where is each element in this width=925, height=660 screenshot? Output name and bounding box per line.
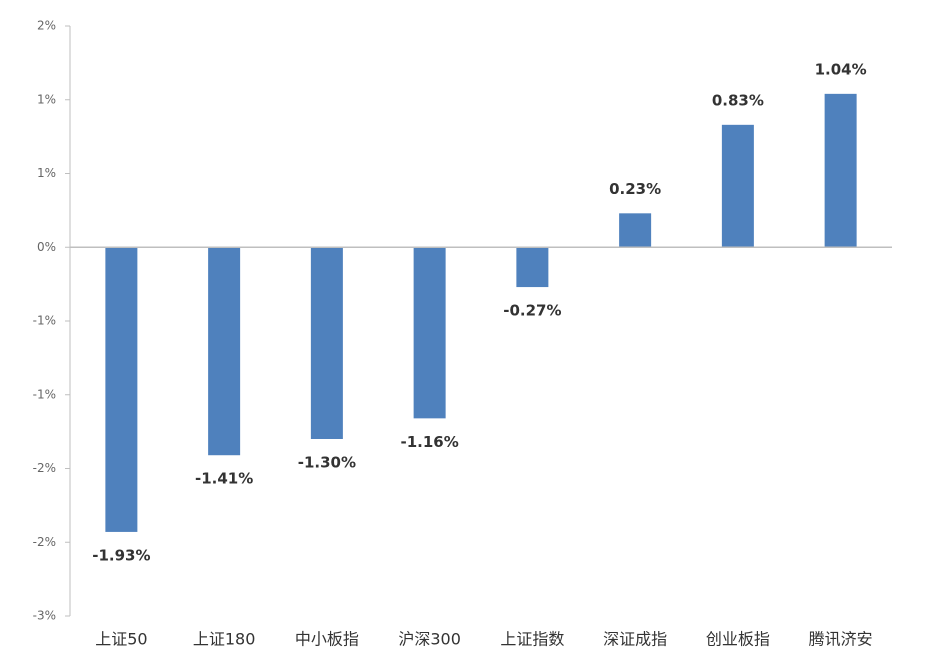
bar [824, 93, 857, 248]
y-tick-label: 2% [37, 19, 56, 33]
y-tick-label: -3% [33, 609, 56, 623]
x-tick-label: 创业板指 [706, 630, 770, 649]
bar [721, 124, 754, 248]
value-label: -1.93% [92, 546, 150, 564]
y-tick-label: 0% [37, 240, 56, 254]
value-label: -0.27% [503, 302, 561, 320]
y-tick-label: -1% [33, 387, 56, 401]
x-tick-label: 沪深300 [398, 630, 461, 649]
bar [208, 247, 241, 456]
x-tick-label: 上证180 [193, 630, 256, 649]
x-tick-label: 中小板指 [295, 630, 359, 649]
bar [310, 247, 343, 439]
bar [105, 247, 138, 532]
x-tick-label: 上证50 [95, 630, 147, 649]
y-tick-label: -2% [33, 535, 56, 549]
y-tick-label: -2% [33, 461, 56, 475]
value-label: 0.83% [712, 91, 764, 109]
value-label: -1.41% [195, 470, 253, 488]
x-tick-label: 腾讯济安 [809, 630, 873, 649]
value-label: -1.16% [400, 433, 458, 451]
bar [413, 247, 446, 419]
x-tick-label: 深证成指 [603, 630, 667, 649]
y-tick-label: 1% [37, 166, 56, 180]
value-label: -1.30% [298, 454, 356, 472]
y-tick-label: 1% [37, 92, 56, 106]
value-label: 0.23% [609, 180, 661, 198]
bar [516, 247, 549, 288]
x-tick-label: 上证指数 [500, 630, 564, 649]
value-label: 1.04% [815, 60, 867, 78]
bar [619, 213, 652, 248]
y-tick-label: -1% [33, 314, 56, 328]
